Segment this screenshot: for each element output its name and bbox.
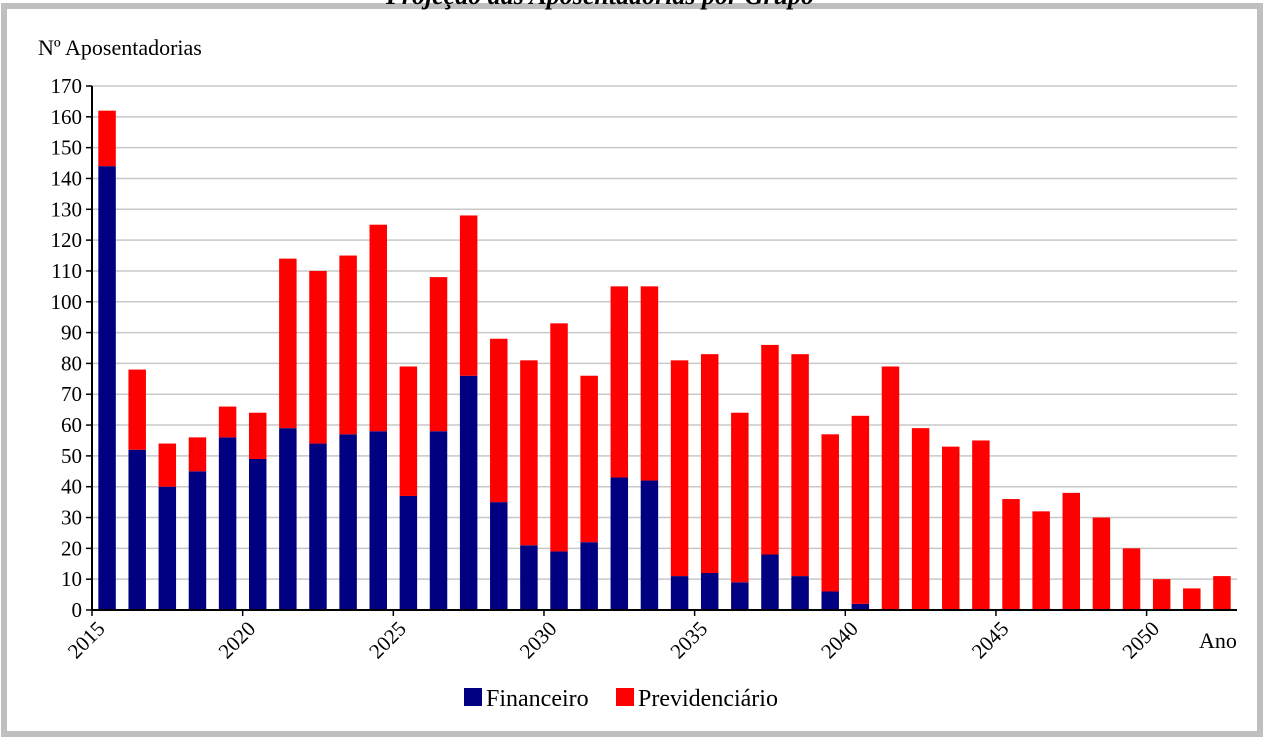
bar-previdenciario-2036	[731, 412, 749, 583]
bar-financeiro-2027	[459, 375, 478, 610]
bar-financeiro-2037	[761, 554, 779, 610]
bar-financeiro-2038	[791, 576, 809, 610]
bar-previdenciario-2021	[279, 258, 297, 429]
y-tick-label: 60	[61, 413, 82, 437]
y-tick-label: 140	[51, 166, 83, 190]
y-tick-label: 120	[51, 228, 83, 252]
bar-previdenciario-2023	[339, 255, 357, 435]
bar-previdenciario-2030	[550, 323, 568, 552]
y-tick-label: 160	[51, 105, 83, 129]
bar-financeiro-2022	[309, 443, 327, 610]
bar-financeiro-2035	[700, 573, 719, 610]
bar-previdenciario-2043	[942, 446, 960, 610]
y-tick-label: 150	[51, 136, 83, 160]
bar-financeiro-2025	[399, 495, 418, 610]
bar-previdenciario-2033	[640, 286, 659, 481]
y-tick-label: 30	[61, 506, 82, 530]
bar-previdenciario-2046	[1032, 511, 1050, 610]
bar-financeiro-2023	[339, 434, 357, 610]
y-tick-label: 100	[51, 290, 83, 314]
bar-financeiro-2017	[158, 486, 177, 610]
bar-previdenciario-2041	[881, 366, 900, 610]
y-tick-label: 130	[51, 197, 83, 221]
y-tick-labels: 0 10 20 30 40 50 60 70 80 90 100 110 120 130 140 150 160…	[51, 74, 92, 622]
y-tick-label: 170	[51, 74, 83, 98]
bar-previdenciario-2045	[1002, 499, 1020, 610]
bar-previdenciario-2047	[1062, 492, 1081, 610]
bar-previdenciario-2022	[309, 270, 327, 444]
bar-financeiro-2018	[188, 471, 207, 610]
bar-previdenciario-2019	[218, 406, 237, 438]
bar-financeiro-2015	[98, 166, 116, 610]
legend-swatch-financeiro	[464, 688, 482, 706]
y-tick-label: 20	[61, 536, 82, 560]
bar-previdenciario-2051	[1183, 588, 1201, 610]
bar-financeiro-2019	[218, 437, 237, 610]
bar-previdenciario-2016	[128, 369, 146, 450]
legend-label-financeiro: Financeiro	[486, 686, 589, 712]
bar-previdenciario-2040	[851, 415, 870, 604]
bar-financeiro-2021	[279, 428, 297, 610]
bar-financeiro-2034	[670, 576, 689, 610]
chart-border	[1, 3, 1263, 737]
bar-previdenciario-2029	[520, 360, 538, 546]
bar-previdenciario-2049	[1122, 548, 1141, 610]
bar-previdenciario-2026	[429, 277, 448, 432]
legend-swatch-previdenciario	[616, 688, 634, 706]
bar-previdenciario-2024	[369, 224, 387, 432]
y-tick-label: 10	[61, 567, 82, 591]
bar-financeiro-2028	[490, 502, 508, 610]
bar-previdenciario-2027	[459, 215, 478, 376]
bar-financeiro-2033	[640, 480, 659, 610]
bar-financeiro-2039	[821, 591, 839, 610]
bar-previdenciario-2044	[972, 440, 990, 610]
cropped-header-text: Projeção das Aposentadorias por Grupo	[385, 0, 814, 10]
y-tick-label: 70	[61, 382, 82, 406]
bar-financeiro-2030	[550, 551, 568, 610]
bar-previdenciario-2017	[158, 443, 177, 487]
bar-previdenciario-2031	[580, 375, 598, 543]
y-tick-label: 90	[61, 321, 82, 345]
y-tick-label: 40	[61, 475, 82, 499]
bar-previdenciario-2052	[1213, 576, 1231, 610]
bar-financeiro-2031	[580, 542, 598, 610]
bar-previdenciario-2048	[1092, 517, 1111, 610]
bar-previdenciario-2015	[98, 110, 116, 167]
y-tick-label: 110	[51, 259, 82, 283]
bar-financeiro-2024	[369, 431, 387, 610]
bar-financeiro-2040	[851, 603, 870, 610]
bar-previdenciario-2020	[248, 412, 267, 459]
bar-financeiro-2036	[731, 582, 749, 610]
legend: Financeiro Previdenciário	[464, 686, 778, 712]
bar-previdenciario-2018	[188, 437, 207, 472]
y-tick-label: 0	[72, 598, 83, 622]
bar-financeiro-2032	[610, 477, 629, 610]
bar-financeiro-2016	[128, 449, 146, 610]
y-axis-label: Nº Aposentadorias	[38, 35, 202, 60]
y-tick-label: 80	[61, 351, 82, 375]
bar-previdenciario-2038	[791, 354, 809, 577]
bar-previdenciario-2035	[700, 354, 719, 574]
bars	[98, 110, 1231, 610]
axes	[91, 86, 1237, 611]
bar-previdenciario-2039	[821, 434, 839, 592]
bar-previdenciario-2034	[670, 360, 689, 577]
bar-previdenciario-2032	[610, 286, 629, 478]
x-axis-label: Ano	[1199, 628, 1237, 653]
legend-label-previdenciario: Previdenciário	[638, 686, 778, 712]
bar-previdenciario-2037	[761, 344, 779, 555]
bar-financeiro-2029	[520, 545, 538, 610]
y-tick-label: 50	[61, 444, 82, 468]
bar-financeiro-2020	[248, 458, 267, 610]
bar-previdenciario-2028	[490, 338, 508, 503]
bar-previdenciario-2050	[1152, 579, 1171, 610]
bar-previdenciario-2025	[399, 366, 418, 496]
bar-financeiro-2026	[429, 431, 448, 610]
bar-previdenciario-2042	[911, 428, 930, 610]
